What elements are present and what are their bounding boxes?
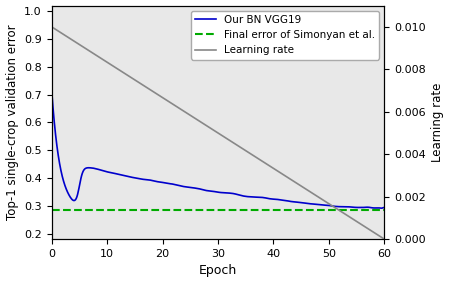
X-axis label: Epoch: Epoch [199, 264, 237, 277]
Y-axis label: Learning rate: Learning rate [432, 83, 445, 162]
Y-axis label: Top-1 single-crop validation error: Top-1 single-crop validation error [5, 25, 18, 220]
Our BN VGG19 [322, 203, 327, 207]
Our BN VGG19 [207, 189, 212, 193]
Line: Our BN VGG19: Our BN VGG19 [52, 89, 384, 208]
Our BN VGG19 [382, 206, 387, 209]
Our BN VGG19 [229, 192, 234, 195]
Our BN VGG19 [209, 190, 214, 193]
Our BN VGG19 [374, 206, 379, 210]
Our BN VGG19 [247, 195, 252, 198]
Our BN VGG19 [49, 87, 54, 91]
Our BN VGG19 [379, 207, 384, 210]
Legend: Our BN VGG19, Final error of Simonyan et al., Learning rate: Our BN VGG19, Final error of Simonyan et… [191, 11, 379, 59]
